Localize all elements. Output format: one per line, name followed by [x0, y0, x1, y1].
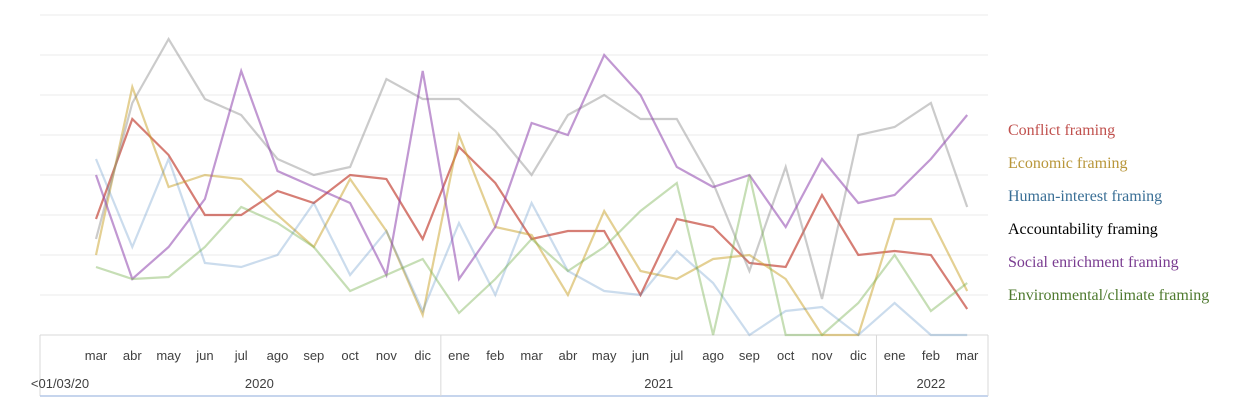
month-tick-label: jul — [234, 348, 248, 363]
month-tick-label: may — [592, 348, 617, 363]
month-tick-label: sep — [303, 348, 324, 363]
month-tick-label: mar — [520, 348, 543, 363]
line-chart: mar abr may jun jul ago sep oct nov dic ene feb mar a… — [31, 14, 989, 397]
pre-period-label: <01/03/20 — [31, 376, 89, 391]
month-tick-label: oct — [341, 348, 359, 363]
month-tick-label: abr — [123, 348, 142, 363]
month-tick-label: ago — [702, 348, 724, 363]
series-lines — [94, 36, 969, 337]
month-tick-label: abr — [559, 348, 578, 363]
month-tick-label: dic — [850, 348, 867, 363]
legend-item: Environmental/climate framing — [1008, 287, 1210, 304]
year-label: 2021 — [644, 376, 673, 391]
year-label: 2022 — [916, 376, 945, 391]
series-line-environmental-climate-framing — [95, 174, 968, 337]
month-tick-label: sep — [739, 348, 760, 363]
month-tick-label: jun — [195, 348, 213, 363]
month-tick-label: jul — [669, 348, 683, 363]
category-axis: mar abr may jun jul ago sep oct nov dic ene feb mar a… — [31, 335, 989, 397]
legend-item: Conflict framing — [1008, 122, 1116, 139]
month-tick-label: feb — [922, 348, 940, 363]
legend: Conflict framing Economic framing Human-in… — [1008, 120, 1209, 318]
series-line-social-enrichment-framing — [94, 53, 969, 282]
series-line-human-interest-framing — [94, 155, 968, 337]
month-tick-label: ago — [267, 348, 289, 363]
month-tick-label: may — [156, 348, 181, 363]
month-tick-label: feb — [486, 348, 504, 363]
month-tick-label: nov — [812, 348, 833, 363]
month-tick-label: ene — [884, 348, 906, 363]
year-label: 2020 — [245, 376, 274, 391]
legend-item: Economic framing — [1008, 155, 1128, 172]
month-tick-label: nov — [376, 348, 397, 363]
series-line-conflict-framing — [94, 117, 969, 310]
series-line-accountability-framing — [94, 36, 969, 300]
legend-item: Accountability framing — [1008, 221, 1158, 238]
month-tick-label: jun — [631, 348, 649, 363]
series-line-economic-framing — [94, 83, 969, 337]
month-tick-label: ene — [448, 348, 470, 363]
legend-item: Social enrichment framing — [1008, 254, 1179, 271]
legend-item: Human-interest framing — [1008, 188, 1163, 205]
month-tick-label: oct — [777, 348, 795, 363]
month-tick-label: mar — [85, 348, 108, 363]
month-tick-label: mar — [956, 348, 979, 363]
month-tick-label: dic — [414, 348, 431, 363]
